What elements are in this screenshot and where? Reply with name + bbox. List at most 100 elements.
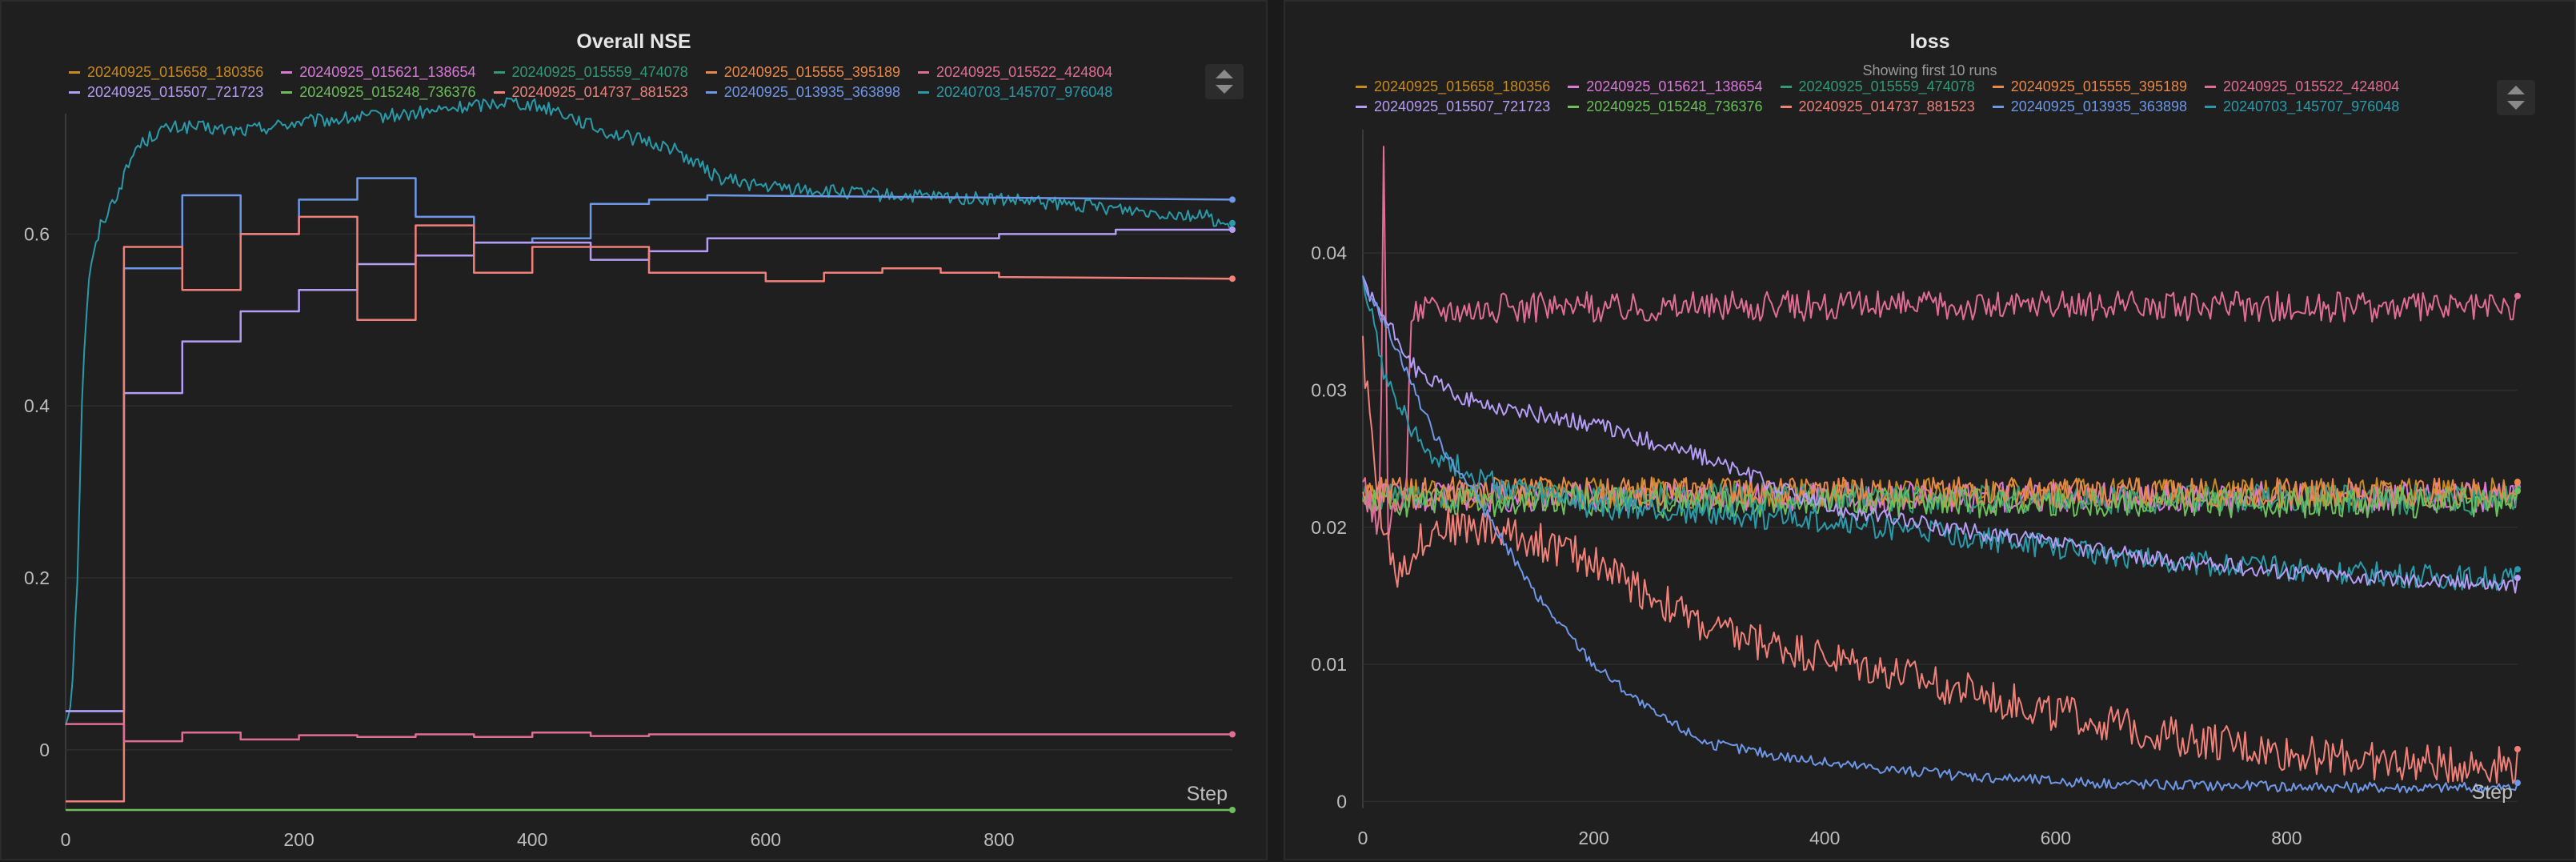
legend-swatch [705,91,717,94]
legend-swatch [281,91,293,94]
legend-swatch [1568,106,1580,108]
legend-item[interactable]: 20240925_015522_424804 [2205,78,2399,95]
legend-label: 20240925_015621_138654 [1586,78,1763,94]
legend-swatch [1780,86,1792,88]
legend-label: 20240925_014737_881523 [511,84,688,100]
legend-label: 20240925_015621_138654 [299,64,476,80]
chevron-down-icon[interactable] [2507,101,2525,110]
legend-swatch [705,71,717,74]
legend-item[interactable]: 20240925_015248_736376 [281,84,476,101]
legend-swatch [2205,86,2216,88]
legend-item[interactable]: 20240925_013935_363898 [705,84,900,101]
series-end-point [2514,566,2521,573]
series-line [1362,275,2518,594]
x-tick-label: 200 [283,829,314,850]
legend-label: 20240925_015658_180356 [87,64,264,80]
legend-label: 20240925_013935_363898 [2010,98,2187,114]
chart-subtitle: Showing first 10 runs [1862,62,1997,78]
series-line [65,97,1233,726]
series-end-point [2514,292,2521,299]
chart-svg-loss: 0 0.01 0.02 0.03 0.04 0 200 400 600 800 Step [1311,130,2521,848]
y-tick-label: 0.2 [24,567,50,588]
legend-item[interactable]: 20240925_015621_138654 [281,64,476,81]
chart-panel-loss: 0 0.01 0.02 0.03 0.04 0 200 400 600 800 Step loss … [1284,0,2576,860]
x-tick-label: 800 [2271,828,2302,848]
series-end-point [2514,575,2521,582]
chevron-up-icon[interactable] [1216,70,1233,78]
legend-item[interactable]: 20240703_145707_976048 [918,84,1112,101]
series-end-point [1229,227,1236,233]
legend-swatch [493,71,505,74]
x-tick-label: 400 [1809,828,1840,848]
y-tick-label: 0.01 [1311,654,1347,675]
series-end-point [1229,807,1236,813]
series-line [66,215,1233,803]
series-line [1362,275,2518,794]
legend-item[interactable]: 20240925_015555_395189 [1992,78,2187,95]
chart-title: loss [1909,30,1950,53]
legend-item[interactable]: 20240925_015248_736376 [1568,98,1763,115]
legend-label: 20240925_015248_736376 [1586,98,1763,114]
legend-swatch [69,91,80,94]
x-tick-label: 600 [2041,828,2071,848]
x-tick-label: 0 [61,829,71,850]
y-tick-label: 0 [39,740,50,760]
legend-swatch [1568,86,1580,88]
legend-item[interactable]: 20240925_015559_474078 [1780,78,1975,95]
series-end-point [1229,731,1236,738]
chevron-up-icon[interactable] [2507,86,2525,94]
legend-item[interactable]: 20240925_015621_138654 [1568,78,1763,95]
legend-item[interactable]: 20240925_015507_721723 [69,84,263,101]
legend-label: 20240925_014737_881523 [1798,98,1975,114]
x-tick-label: 200 [1578,828,1608,848]
legend-item[interactable]: 20240925_015522_424804 [918,64,1112,81]
series-end-point [1229,219,1236,227]
legend-item[interactable]: 20240925_015559_474078 [493,64,688,81]
series-line [66,177,1233,712]
legend-swatch [281,71,293,74]
legend-scroll-arrows[interactable] [2497,80,2535,115]
series-line [66,228,1232,712]
chart-legend: 20240925_015658_180356 20240925_015621_13… [1356,78,2399,115]
legend-scroll-arrows[interactable] [1205,64,1244,99]
legend-label: 20240925_015559_474078 [1798,78,1975,94]
x-tick-label: 600 [751,829,781,850]
chart-title: Overall NSE [576,30,691,53]
series-line [1362,275,2518,591]
legend-item[interactable]: 20240703_145707_976048 [2205,98,2399,115]
legend-label: 20240925_015522_424804 [936,64,1113,80]
legend-swatch [918,91,929,94]
legend-label: 20240925_015248_736376 [299,84,476,100]
legend-item[interactable]: 20240925_015507_721723 [1356,98,1550,115]
series-line [1362,335,2518,784]
y-tick-label: 0.04 [1311,243,1347,263]
legend-item[interactable]: 20240925_015658_180356 [69,64,263,81]
legend-swatch [2205,106,2216,108]
legend-swatch [1356,86,1367,88]
legend-label: 20240703_145707_976048 [936,84,1113,100]
x-axis-label: Step [1187,783,1228,805]
legend-item[interactable]: 20240925_014737_881523 [493,84,688,101]
chart-legend: 20240925_015658_180356 20240925_015621_13… [69,64,1112,101]
legend-label: 20240925_015522_424804 [2223,78,2400,94]
x-tick-label: 400 [517,829,547,850]
chevron-down-icon[interactable] [1216,85,1233,94]
legend-label: 20240925_015658_180356 [1374,78,1551,94]
legend-swatch [918,71,929,74]
x-axis-label: Step [2472,781,2513,804]
legend-item[interactable]: 20240925_013935_363898 [1992,98,2187,115]
chart-svg-overall-nse: 0 0.2 0.4 0.6 0 200 400 600 800 Step [24,97,1236,850]
legend-label: 20240925_015507_721723 [87,84,264,100]
series-end-point [2514,780,2521,787]
legend-item[interactable]: 20240925_015555_395189 [705,64,900,81]
y-tick-label: 0.02 [1311,517,1347,538]
series-end-point [2514,487,2521,495]
legend-label: 20240925_015507_721723 [1374,98,1551,114]
legend-swatch [1992,106,2004,108]
legend-item[interactable]: 20240925_014737_881523 [1780,98,1975,115]
x-tick-label: 800 [984,829,1014,850]
legend-item[interactable]: 20240925_015658_180356 [1356,78,1550,95]
y-tick-label: 0.4 [24,395,50,416]
series-end-point [2514,745,2521,752]
series-line [1362,487,2518,519]
